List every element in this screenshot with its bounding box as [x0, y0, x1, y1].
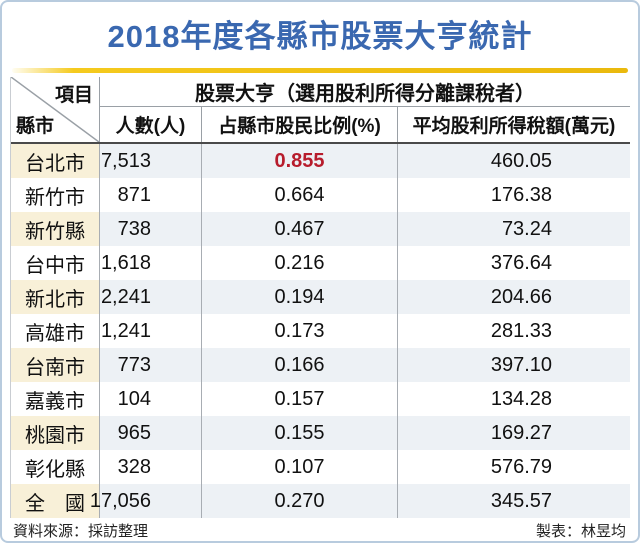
ratio-cell: 0.855 — [201, 144, 397, 178]
ratio-cell: 0.194 — [201, 280, 397, 314]
count-cell: 2,241 — [99, 280, 201, 314]
ratio-cell: 0.173 — [201, 314, 397, 348]
tax-cell: 73.24 — [397, 212, 630, 246]
gold-divider — [12, 68, 628, 73]
table-row: 新北市 2,241 0.194 204.66 — [11, 280, 630, 314]
diagonal-line — [11, 77, 99, 142]
tax-cell: 281.33 — [397, 314, 630, 348]
ratio-cell: 0.270 — [201, 484, 397, 518]
table-row: 全 國 17,056 0.270 345.57 — [11, 484, 630, 518]
count-cell: 104 — [99, 382, 201, 416]
tax-cell: 376.64 — [397, 246, 630, 280]
county-cell: 嘉義市 — [11, 382, 99, 416]
footer: 資料來源：採訪整理 製表：林昱均 — [10, 518, 630, 541]
count-cell: 7,513 — [99, 144, 201, 178]
table-row: 彰化縣 328 0.107 576.79 — [11, 450, 630, 484]
ratio-cell: 0.467 — [201, 212, 397, 246]
county-cell: 新竹縣 — [11, 212, 99, 246]
count-cell: 17,056 — [90, 484, 201, 518]
county-cell: 彰化縣 — [11, 450, 99, 484]
table-body: 台北市 7,513 0.855 460.05 新竹市 871 0.664 176.38 新竹縣 7… — [11, 144, 630, 518]
table-row: 台北市 7,513 0.855 460.05 — [11, 144, 630, 178]
ratio-cell: 0.157 — [201, 382, 397, 416]
county-cell: 桃園市 — [11, 416, 99, 450]
tax-cell: 176.38 — [397, 178, 630, 212]
credit-note: 製表：林昱均 — [535, 523, 626, 540]
tax-cell: 576.79 — [397, 450, 630, 484]
column-header-ratio: 占縣市股民比例(%) — [201, 107, 397, 142]
county-cell: 台北市 — [11, 144, 99, 178]
ratio-cell: 0.107 — [201, 450, 397, 484]
ratio-cell: 0.664 — [201, 178, 397, 212]
ratio-cell: 0.166 — [201, 348, 397, 382]
corner-header-cell: 項目 縣市 — [11, 77, 99, 142]
tax-cell: 134.28 — [397, 382, 630, 416]
table-row: 高雄市 1,241 0.173 281.33 — [11, 314, 630, 348]
group-header: 股票大亨（選用股利所得分離課稅者） — [99, 77, 630, 107]
table-row: 台中市 1,618 0.216 376.64 — [11, 246, 630, 280]
count-cell: 773 — [99, 348, 201, 382]
table-row: 台南市 773 0.166 397.10 — [11, 348, 630, 382]
county-cell: 高雄市 — [11, 314, 99, 348]
table-header: 項目 縣市 股票大亨（選用股利所得分離課稅者） 人數(人) 占縣市股民比例(%)… — [11, 77, 630, 144]
count-cell: 871 — [99, 178, 201, 212]
column-header-count: 人數(人) — [99, 107, 201, 142]
table-row: 嘉義市 104 0.157 134.28 — [11, 382, 630, 416]
tax-cell: 204.66 — [397, 280, 630, 314]
count-cell: 738 — [99, 212, 201, 246]
corner-label-county: 縣市 — [16, 116, 55, 137]
count-cell: 1,241 — [99, 314, 201, 348]
table-row: 桃園市 965 0.155 169.27 — [11, 416, 630, 450]
county-cell: 新竹市 — [11, 178, 99, 212]
count-cell: 1,618 — [99, 246, 201, 280]
statistics-table: 項目 縣市 股票大亨（選用股利所得分離課稅者） 人數(人) 占縣市股民比例(%)… — [10, 77, 630, 518]
county-cell: 全 國 — [11, 484, 99, 518]
county-cell: 新北市 — [11, 280, 99, 314]
count-cell: 328 — [99, 450, 201, 484]
corner-label-item: 項目 — [54, 85, 93, 106]
tax-cell: 397.10 — [397, 348, 630, 382]
tax-cell: 460.05 — [397, 144, 630, 178]
source-note: 資料來源：採訪整理 — [13, 523, 149, 540]
county-cell: 台南市 — [11, 348, 99, 382]
tax-cell: 345.57 — [397, 484, 630, 518]
tax-cell: 169.27 — [397, 416, 630, 450]
table-row: 新竹市 871 0.664 176.38 — [11, 178, 630, 212]
ratio-cell: 0.155 — [201, 416, 397, 450]
table-row: 新竹縣 738 0.467 73.24 — [11, 212, 630, 246]
ratio-cell: 0.216 — [201, 246, 397, 280]
column-header-tax: 平均股利所得稅額(萬元) — [397, 107, 630, 142]
page-title: 2018年度各縣市股票大亨統計 — [107, 19, 533, 54]
county-cell: 台中市 — [11, 246, 99, 280]
count-cell: 965 — [99, 416, 201, 450]
